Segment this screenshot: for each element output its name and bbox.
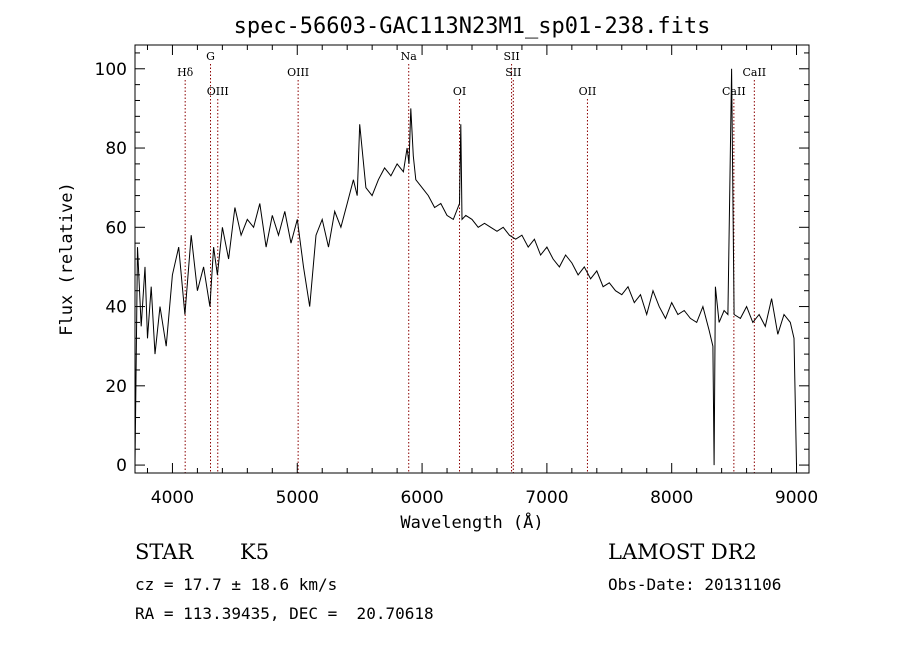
x-tick-label: 5000 [276,488,319,508]
x-tick-label: 4000 [151,488,194,508]
y-tick-label: 80 [105,139,127,159]
x-tick-label: 8000 [650,488,693,508]
spectral-line-label: OII [579,85,597,98]
y-axis-label: Flux (relative) [57,182,77,336]
y-tick-label: 0 [116,456,127,476]
x-axis: 4000 5000 6000 7000 8000 9000 [146,45,818,508]
spectrum-line [134,68,797,466]
spectral-line-label: OIII [287,66,309,79]
object-subclass: K5 [240,540,270,564]
chart-title: spec-56603-GAC113N23M1_sp01-238.fits [234,14,711,39]
spectral-line-label: SII [503,50,519,63]
spectral-line-label: Hδ [177,66,194,79]
spectral-line-label: Na [401,50,418,63]
y-tick-label: 60 [105,218,127,238]
x-axis-label: Wavelength (Å) [400,511,543,533]
y-tick-label: 100 [95,60,127,80]
observation-date: Obs-Date: 20131106 [608,575,782,594]
object-type: STAR [135,540,194,564]
y-tick-label: 20 [105,377,127,397]
y-axis: 0 20 40 60 80 100 [95,52,809,476]
redshift-readout: cz = 17.7 ± 18.6 km/s [135,575,338,594]
spectral-line-label: CaII [742,66,766,79]
spectral-line-label: G [206,50,215,63]
spectral-line-label: SII [505,66,521,79]
plot-frame [134,44,810,474]
spectral-line-label: CaII [722,85,746,98]
x-tick-label: 9000 [775,488,818,508]
coordinates-readout: RA = 113.39435, DEC = 20.70618 [135,604,434,623]
spectral-line-markers: Hδ G OIII OIII Na OI SII SII OII CaII CaII [177,50,766,473]
x-tick-label: 7000 [525,488,568,508]
x-tick-label: 6000 [400,488,443,508]
survey-name: LAMOST DR2 [608,540,757,564]
y-tick-label: 40 [105,298,127,318]
spectral-line-label: OIII [207,85,229,98]
spectral-line-label: OI [453,85,466,98]
